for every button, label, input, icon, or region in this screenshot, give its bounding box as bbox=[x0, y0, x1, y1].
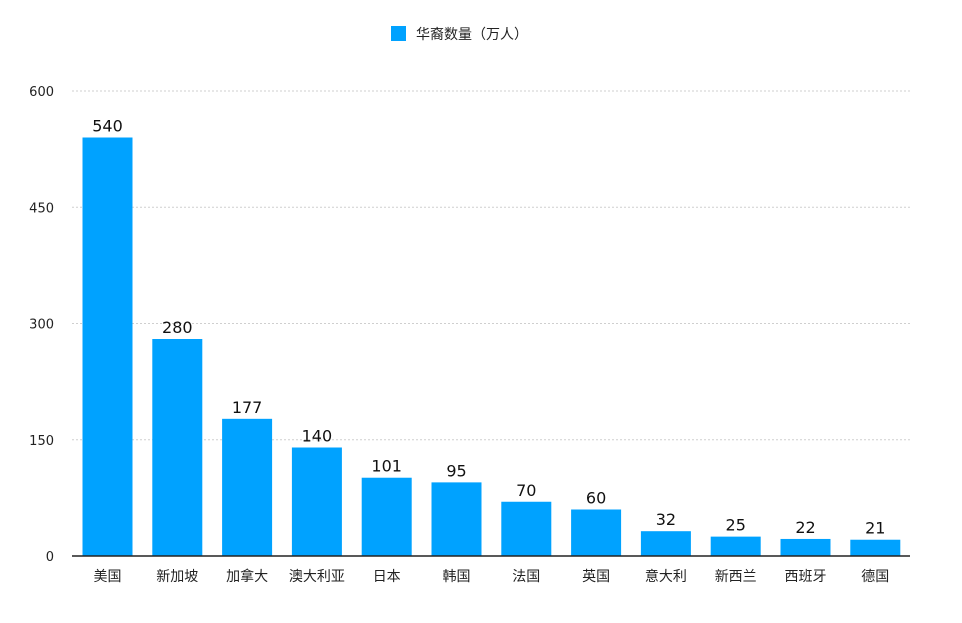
data-label: 70 bbox=[516, 481, 536, 500]
x-tick-label: 意大利 bbox=[645, 568, 687, 585]
bar bbox=[152, 339, 203, 556]
y-tick-label: 150 bbox=[29, 434, 54, 449]
x-tick-label: 法国 bbox=[512, 569, 540, 585]
y-axis-ticks: 0 150 300 450 600 bbox=[29, 85, 54, 565]
y-tick-label: 0 bbox=[46, 550, 54, 565]
x-tick-label: 美国 bbox=[94, 569, 122, 585]
x-tick-label: 德国 bbox=[861, 569, 889, 585]
data-label: 60 bbox=[586, 489, 606, 508]
data-label: 540 bbox=[92, 117, 123, 136]
legend-label: 华裔数量（万人） bbox=[416, 26, 528, 43]
x-tick-label: 新加坡 bbox=[156, 569, 198, 585]
legend: 华裔数量（万人） bbox=[391, 26, 528, 43]
x-tick-label: 英国 bbox=[582, 568, 610, 585]
x-tick-label: 韩国 bbox=[443, 569, 471, 585]
data-label: 21 bbox=[865, 519, 885, 538]
data-label: 177 bbox=[232, 398, 263, 417]
x-tick-label: 西班牙 bbox=[785, 569, 827, 585]
x-tick-label: 澳大利亚 bbox=[289, 569, 345, 585]
data-label: 25 bbox=[726, 516, 746, 535]
data-labels: 540 280 177 140 101 95 70 60 32 25 22 21 bbox=[92, 117, 885, 538]
y-tick-label: 600 bbox=[29, 85, 54, 100]
bar bbox=[780, 538, 831, 556]
data-label: 95 bbox=[446, 461, 466, 480]
bar bbox=[361, 477, 412, 556]
x-tick-label: 新西兰 bbox=[715, 569, 757, 585]
bar bbox=[291, 447, 342, 556]
x-tick-label: 日本 bbox=[373, 569, 401, 585]
x-axis-labels: 美国 新加坡 加拿大 澳大利亚 日本 韩国 法国 英国 意大利 新西兰 西班牙 德国 bbox=[94, 568, 890, 585]
x-tick-label: 加拿大 bbox=[226, 568, 268, 585]
bar bbox=[501, 501, 552, 556]
data-label: 32 bbox=[656, 510, 676, 529]
data-label: 140 bbox=[302, 427, 333, 446]
data-label: 280 bbox=[162, 318, 193, 337]
bars bbox=[82, 137, 901, 556]
data-label: 101 bbox=[371, 457, 402, 476]
y-tick-label: 300 bbox=[29, 318, 54, 333]
bar bbox=[82, 137, 133, 556]
bar bbox=[431, 482, 482, 556]
data-label: 22 bbox=[795, 518, 815, 537]
bar bbox=[710, 536, 761, 556]
bar bbox=[850, 539, 901, 556]
bar bbox=[571, 509, 622, 556]
legend-swatch bbox=[391, 26, 406, 41]
y-tick-label: 450 bbox=[29, 201, 54, 216]
bar bbox=[640, 531, 691, 556]
bar bbox=[222, 418, 273, 556]
